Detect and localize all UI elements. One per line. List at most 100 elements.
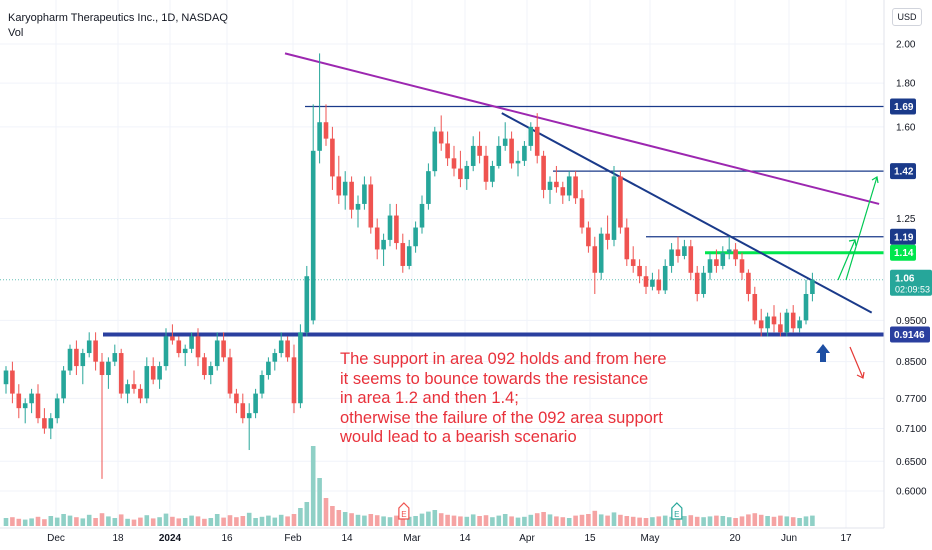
candle bbox=[394, 203, 399, 250]
arrow-shape bbox=[816, 344, 830, 362]
candle bbox=[573, 171, 578, 204]
earnings-event-icon[interactable]: E bbox=[671, 502, 683, 520]
volume-bar bbox=[560, 517, 566, 526]
volume-bar bbox=[86, 514, 92, 526]
trendlines[interactable] bbox=[284, 52, 880, 314]
candle bbox=[381, 233, 386, 266]
volume-bar bbox=[586, 514, 591, 526]
candle-body bbox=[720, 252, 726, 266]
candle-body bbox=[22, 403, 28, 409]
time-tick-label: 2024 bbox=[159, 533, 182, 544]
candle bbox=[10, 361, 15, 404]
candle bbox=[803, 279, 809, 325]
price-tick-label: 2.00 bbox=[896, 40, 916, 51]
price-axis[interactable]: 2.00 1.80 1.60 1.25 0.9500 0.8500 0.7700 0.7100… bbox=[896, 40, 927, 498]
candle-body bbox=[170, 336, 175, 341]
candle-body bbox=[694, 272, 700, 294]
candle-body bbox=[483, 155, 489, 182]
volume-bar bbox=[16, 518, 22, 526]
badge-label: 1.19 bbox=[894, 232, 914, 243]
candle-body bbox=[86, 340, 92, 354]
volume-bar bbox=[483, 515, 489, 526]
volume-bar bbox=[630, 516, 636, 526]
candle-body bbox=[579, 198, 585, 228]
volume-bar bbox=[240, 516, 246, 526]
volume-bar bbox=[771, 516, 777, 526]
projection-up-arrow-icon bbox=[837, 239, 857, 281]
symbol-title[interactable]: Karyopharm Therapeutics Inc., 1D, NASDAQ bbox=[8, 12, 228, 24]
currency-button[interactable]: USD bbox=[892, 8, 922, 26]
candle-body bbox=[29, 393, 34, 404]
candle bbox=[739, 252, 745, 280]
candle bbox=[86, 332, 92, 358]
candle bbox=[656, 269, 662, 294]
candle-body bbox=[106, 361, 111, 376]
event-label: E bbox=[674, 510, 679, 519]
volume-bar bbox=[541, 512, 546, 526]
candle bbox=[272, 348, 278, 371]
note-line: it seems to bounce towards the resistanc… bbox=[340, 369, 649, 388]
candle bbox=[650, 272, 655, 291]
candle bbox=[662, 259, 668, 294]
candle-body bbox=[566, 176, 572, 196]
candle bbox=[675, 236, 681, 263]
candle-body bbox=[790, 312, 796, 329]
candle bbox=[784, 308, 790, 337]
time-tick-label: Apr bbox=[519, 533, 535, 544]
candle bbox=[291, 344, 297, 414]
candle-body bbox=[650, 279, 655, 287]
candle-body bbox=[125, 384, 130, 394]
volume-bar bbox=[189, 515, 194, 526]
candle-body bbox=[304, 276, 310, 333]
time-axis[interactable]: Dec 18 2024 16 Feb 14 Mar 14 Apr 15 May 20 Jun 17 bbox=[47, 533, 852, 544]
volume-bar bbox=[707, 516, 713, 526]
candle bbox=[515, 150, 521, 177]
projection-down-arrow-icon bbox=[849, 346, 865, 379]
badge-background bbox=[890, 163, 916, 180]
time-tick-label: 14 bbox=[459, 533, 471, 544]
candle bbox=[170, 324, 175, 345]
volume-bar bbox=[675, 517, 681, 526]
candle-body bbox=[394, 215, 399, 244]
candle bbox=[163, 328, 169, 371]
volume-bar bbox=[317, 478, 322, 526]
candle bbox=[298, 324, 303, 409]
badge-background bbox=[890, 98, 916, 115]
candle-body bbox=[496, 145, 502, 166]
arrow-head bbox=[848, 239, 857, 247]
volume-bar bbox=[419, 513, 425, 526]
candle bbox=[176, 336, 182, 358]
candle bbox=[74, 340, 79, 376]
volume-indicator-label[interactable]: Vol bbox=[8, 27, 24, 39]
volume-bar bbox=[400, 514, 406, 526]
candle bbox=[778, 312, 783, 337]
candle bbox=[733, 243, 738, 266]
candle-body bbox=[522, 145, 527, 161]
volume-bar bbox=[611, 512, 617, 526]
candle-body bbox=[349, 181, 354, 210]
candle bbox=[99, 353, 105, 479]
volume-bar bbox=[61, 514, 66, 526]
trendline[interactable] bbox=[284, 52, 880, 205]
volume-bar bbox=[48, 516, 54, 526]
candle-body bbox=[189, 336, 194, 349]
trendline[interactable] bbox=[501, 112, 873, 314]
price-level-badge: 1.69 bbox=[890, 98, 916, 115]
candle bbox=[355, 195, 361, 228]
arrow-head bbox=[871, 176, 879, 184]
candle bbox=[67, 344, 73, 376]
candle bbox=[310, 104, 316, 325]
candlesticks bbox=[3, 53, 815, 479]
volume-bar bbox=[323, 498, 329, 526]
volume-bar bbox=[202, 518, 207, 526]
candle-body bbox=[253, 393, 258, 414]
candle-body bbox=[368, 184, 374, 228]
volume-bar bbox=[266, 515, 271, 526]
earnings-event-icon[interactable]: E bbox=[398, 502, 410, 520]
candle bbox=[208, 361, 214, 385]
volume-bar bbox=[246, 512, 252, 526]
volume-bars bbox=[3, 446, 815, 526]
